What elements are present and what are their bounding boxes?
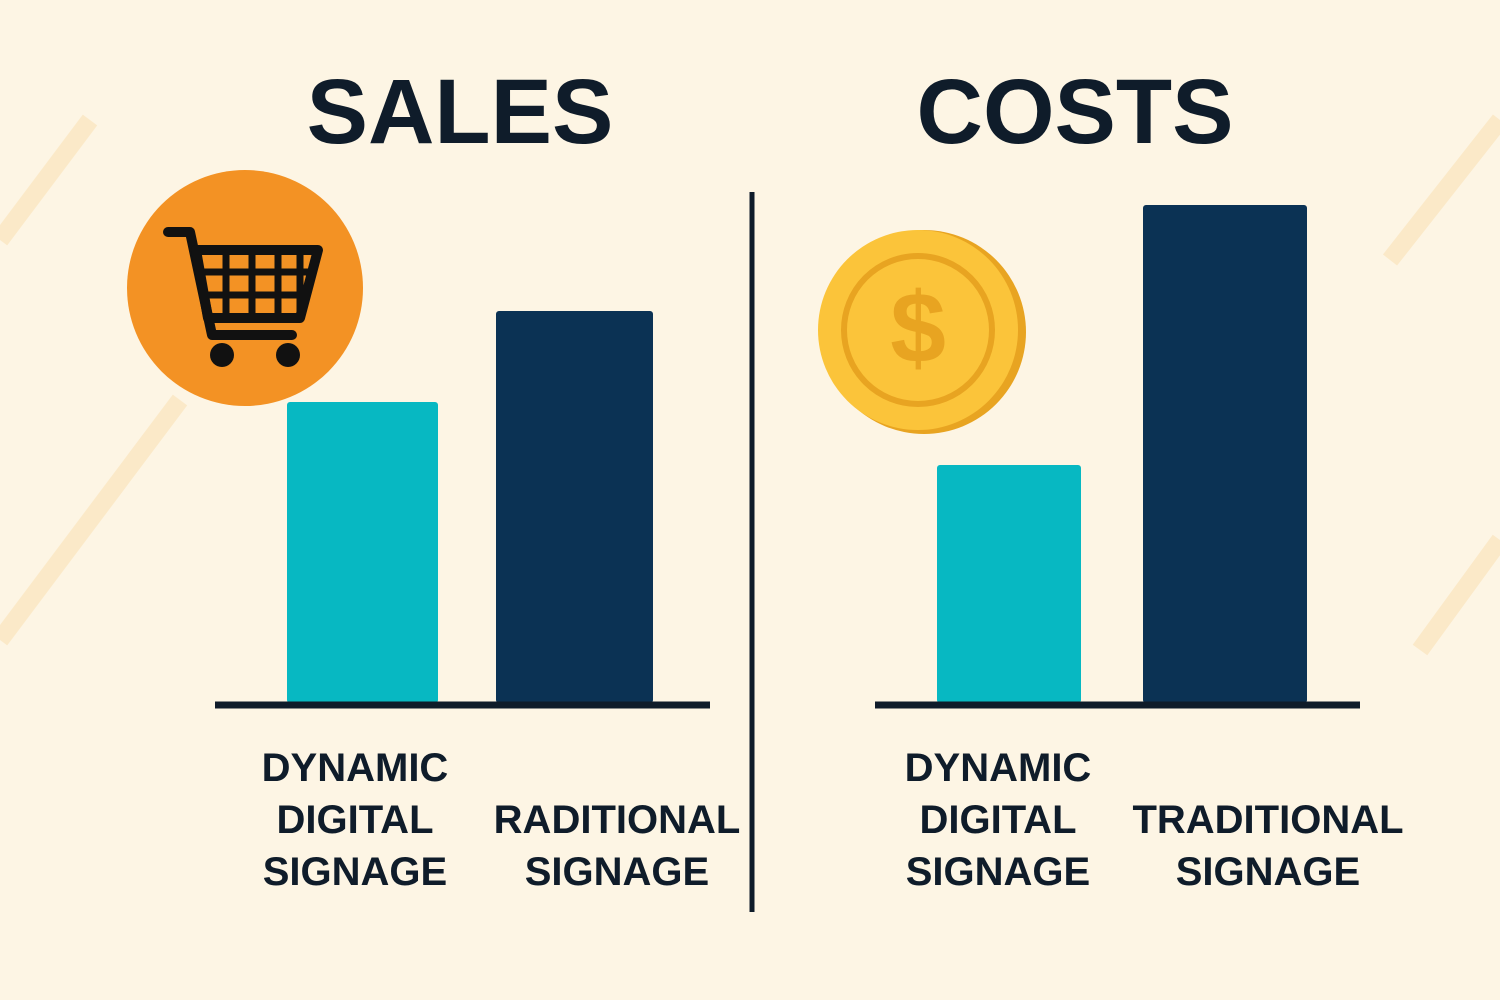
category-label: RADITIONAL SIGNAGE [494,798,741,894]
svg-text:$: $ [890,272,946,384]
category-label: DYNAMIC DIGITAL SIGNAGE [905,746,1092,894]
bar [496,311,653,703]
decor-stripe [0,394,188,646]
bar [1143,205,1307,703]
cart-icon [127,170,363,406]
decor-stripe [1412,534,1500,656]
chart-title: SALES [307,61,614,163]
bar [937,465,1081,703]
decor-stripe [0,114,98,246]
coin-icon: $ [818,230,1026,434]
chart-title: COSTS [917,61,1234,163]
decor-stripe [1382,114,1500,266]
category-label: DYNAMIC DIGITAL SIGNAGE [262,746,449,894]
category-label: TRADITIONAL SIGNAGE [1132,798,1403,894]
bar [287,402,438,703]
